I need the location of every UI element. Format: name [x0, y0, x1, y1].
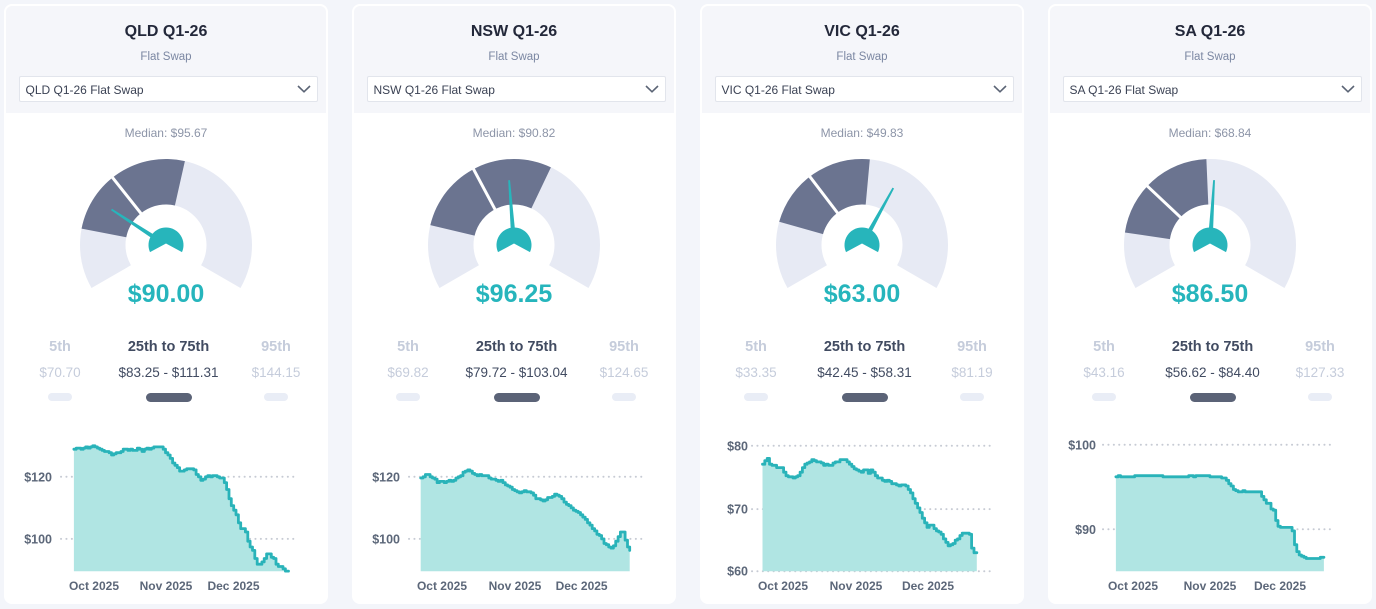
- svg-text:Dec 2025: Dec 2025: [1254, 579, 1306, 593]
- svg-text:$100: $100: [1068, 438, 1096, 452]
- svg-text:Dec 2025: Dec 2025: [902, 579, 954, 593]
- svg-text:Dec 2025: Dec 2025: [556, 579, 608, 593]
- svg-text:$100: $100: [372, 532, 400, 546]
- svg-text:$80: $80: [727, 439, 748, 453]
- svg-text:$120: $120: [372, 470, 400, 484]
- svg-text:Oct 2025: Oct 2025: [417, 579, 467, 593]
- svg-text:$90: $90: [1075, 523, 1096, 537]
- svg-text:Oct 2025: Oct 2025: [69, 579, 119, 593]
- svg-text:Nov 2025: Nov 2025: [489, 579, 542, 593]
- svg-text:Oct 2025: Oct 2025: [758, 579, 808, 593]
- svg-text:Nov 2025: Nov 2025: [140, 579, 193, 593]
- svg-text:$70: $70: [727, 503, 748, 517]
- svg-text:$60: $60: [727, 565, 748, 579]
- svg-text:Nov 2025: Nov 2025: [830, 579, 883, 593]
- svg-text:$120: $120: [24, 470, 52, 484]
- svg-text:Oct 2025: Oct 2025: [1108, 579, 1158, 593]
- svg-text:Nov 2025: Nov 2025: [1184, 579, 1237, 593]
- svg-text:Dec 2025: Dec 2025: [207, 579, 259, 593]
- svg-text:$100: $100: [24, 532, 52, 546]
